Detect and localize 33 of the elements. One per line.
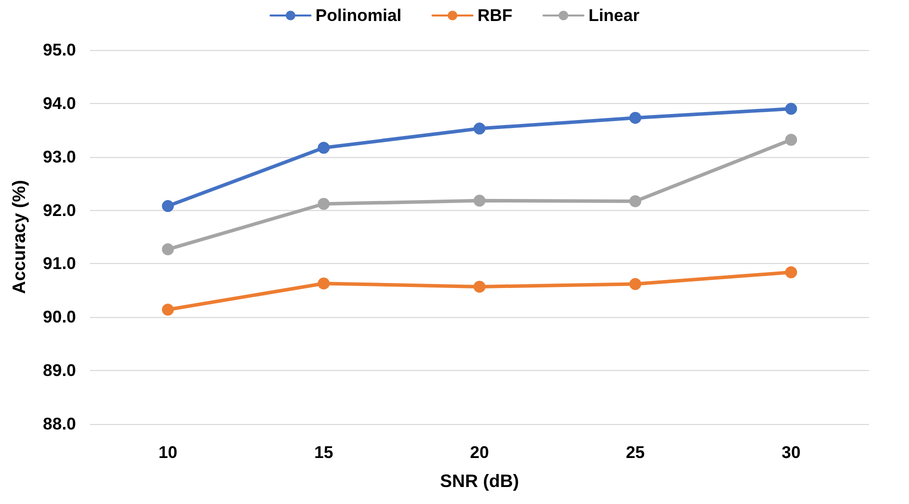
- point: [162, 243, 174, 256]
- y-tick-label: 93.0: [42, 147, 76, 166]
- x-axis-title: SNR (dB): [440, 471, 519, 491]
- y-axis-title: Accuracy (%): [9, 180, 29, 294]
- point: [474, 280, 486, 293]
- point: [318, 142, 330, 154]
- point: [474, 122, 486, 135]
- x-tick-label: 30: [782, 443, 801, 462]
- y-tick-label: 90.0: [42, 308, 76, 327]
- point: [162, 304, 174, 316]
- x-tick-label: 10: [158, 443, 178, 462]
- legend-label: RBF: [478, 6, 512, 25]
- y-tick-label: 89.0: [42, 361, 76, 380]
- point: [785, 134, 798, 146]
- y-tick-label: 94.0: [42, 94, 76, 113]
- x-tick-label: 25: [626, 443, 645, 462]
- point: [474, 194, 486, 207]
- point: [629, 195, 642, 208]
- y-tick-label: 95.0: [42, 40, 76, 60]
- point: [785, 266, 798, 278]
- point: [162, 200, 174, 212]
- point: [629, 112, 642, 124]
- y-tick-label: 91.0: [42, 254, 76, 274]
- x-tick-label: 15: [314, 443, 334, 462]
- y-tick-label: 92.0: [42, 200, 76, 220]
- y-tick-label: 88.0: [42, 414, 76, 434]
- point: [785, 102, 798, 115]
- point: [629, 278, 642, 290]
- x-tick-label: 20: [470, 443, 489, 462]
- point: [318, 277, 330, 290]
- legend-label: Linear: [588, 6, 640, 25]
- point: [318, 198, 330, 210]
- legend-label: Polinomial: [316, 6, 402, 25]
